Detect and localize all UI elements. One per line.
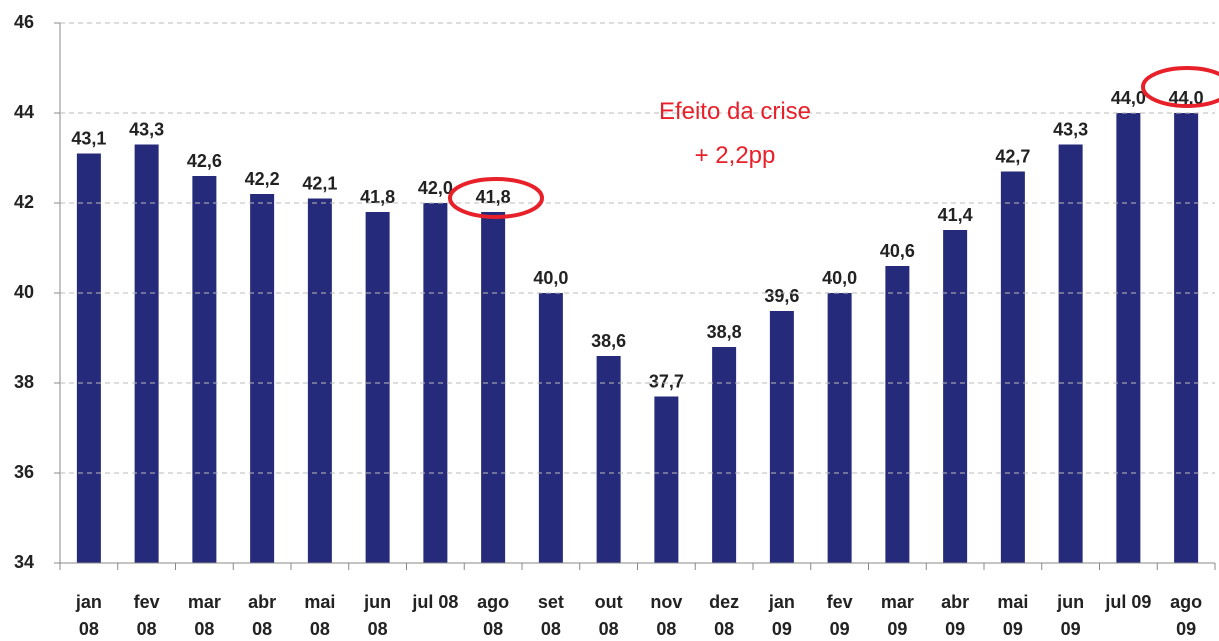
- x-tick-label: fev 09: [826, 592, 853, 639]
- value-label: 38,6: [591, 331, 626, 351]
- bar: [76, 153, 101, 563]
- bar: [596, 356, 621, 563]
- x-tick-label: mai 08: [304, 592, 336, 639]
- highlight-ellipse: [448, 177, 544, 219]
- value-label: 40,0: [533, 268, 568, 288]
- x-tick-label: fev 08: [133, 592, 160, 639]
- value-label: 43,1: [71, 128, 106, 148]
- highlight-ellipse: [1141, 66, 1219, 108]
- y-tick-label: 46: [14, 12, 34, 32]
- x-tick-label: mar 09: [880, 592, 914, 639]
- bar: [365, 212, 390, 563]
- value-label: 42,6: [187, 151, 222, 171]
- bar: [885, 266, 910, 563]
- x-tick-label: jun 09: [1057, 592, 1085, 639]
- value-label: 42,1: [302, 173, 337, 193]
- x-tick-label: jul 09: [1105, 592, 1152, 612]
- value-label: 42,7: [995, 146, 1030, 166]
- x-tick-label: ago 09: [1170, 592, 1203, 639]
- bar: [1116, 113, 1141, 563]
- value-label: 43,3: [129, 119, 164, 139]
- x-tick-label: out 08: [594, 592, 623, 639]
- bar: [654, 396, 679, 563]
- y-tick-label: 42: [14, 192, 34, 212]
- value-label: 38,8: [707, 322, 742, 342]
- bar: [827, 293, 852, 563]
- bar: [423, 203, 448, 563]
- x-tick-label: mai 09: [997, 592, 1029, 639]
- bar: [1174, 113, 1199, 563]
- bar: [134, 144, 159, 563]
- bar: [1000, 171, 1025, 563]
- value-label: 42,2: [245, 169, 280, 189]
- x-tick-label: mar 08: [187, 592, 221, 639]
- y-tick-label: 44: [14, 102, 34, 122]
- bar: [943, 230, 968, 563]
- value-label: 43,3: [1053, 119, 1088, 139]
- bar: [769, 311, 794, 563]
- bar: [250, 194, 275, 563]
- x-tick-label: jun 08: [364, 592, 392, 639]
- x-tick-label: abr 09: [941, 592, 970, 639]
- value-label: 44,0: [1111, 88, 1146, 108]
- bar: [1058, 144, 1083, 563]
- bar: [712, 347, 737, 563]
- value-label: 37,7: [649, 371, 684, 391]
- x-tick-label: nov 08: [650, 592, 683, 639]
- y-tick-label: 34: [14, 552, 34, 572]
- bar: [307, 198, 332, 563]
- bar: [481, 212, 506, 563]
- x-tick-label: ago 08: [477, 592, 510, 639]
- annotation: Efeito da crise + 2,2pp: [658, 98, 812, 169]
- bar: [538, 293, 563, 563]
- x-tick-label: jan 09: [768, 592, 795, 639]
- value-label: 40,6: [880, 241, 915, 261]
- value-label: 42,0: [418, 178, 453, 198]
- value-label: 41,8: [360, 187, 395, 207]
- x-tick-label: set 08: [537, 592, 564, 639]
- x-tick-label: jan 08: [75, 592, 102, 639]
- y-tick-label: 38: [14, 372, 34, 392]
- x-tick-label: abr 08: [248, 592, 277, 639]
- x-tick-label: jul 08: [412, 592, 459, 612]
- value-label: 41,8: [476, 187, 511, 207]
- x-tick-label: dez 08: [709, 592, 740, 639]
- value-label: 39,6: [764, 286, 799, 306]
- value-label: 40,0: [822, 268, 857, 288]
- y-tick-label: 36: [14, 462, 34, 482]
- value-label: 41,4: [938, 205, 973, 225]
- bar: [192, 176, 217, 563]
- value-label: 44,0: [1169, 88, 1204, 108]
- y-tick-label: 40: [14, 282, 34, 302]
